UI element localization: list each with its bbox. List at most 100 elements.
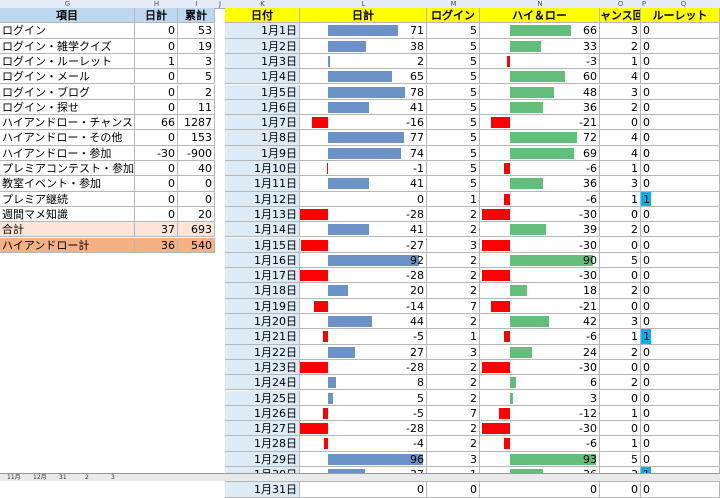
left-row-name[interactable]: プレミアコンテスト・参加 — [0, 161, 135, 177]
highlow-cell[interactable]: -3 — [480, 53, 600, 70]
highlow-cell[interactable]: 66 — [480, 23, 600, 39]
date-cell[interactable]: 1月23日 — [225, 359, 300, 376]
chance-cell[interactable]: 1 — [600, 191, 641, 207]
highlow-cell[interactable]: 24 — [480, 344, 600, 360]
login-cell[interactable]: 5 — [427, 23, 480, 39]
roulette-cell[interactable]: 1 — [641, 191, 720, 207]
highlow-cell[interactable]: 36 — [480, 99, 600, 116]
roulette-cell[interactable]: 0 — [641, 38, 720, 54]
left-row-name[interactable]: ハイアンドロー・チャンス — [0, 115, 135, 131]
right-header-roulette[interactable]: ルーレット — [641, 8, 720, 24]
daily-cell[interactable]: 0 — [300, 482, 427, 498]
date-cell[interactable]: 1月6日 — [225, 99, 300, 116]
daily-cell[interactable]: 41 — [300, 222, 427, 238]
date-cell[interactable]: 1月25日 — [225, 390, 300, 406]
login-cell[interactable]: 1 — [427, 329, 480, 345]
date-cell[interactable]: 1月14日 — [225, 222, 300, 238]
daily-cell[interactable]: 96 — [300, 451, 427, 467]
left-total-daily[interactable]: 37 — [135, 222, 178, 238]
left-row-total[interactable]: -900 — [178, 145, 215, 161]
daily-cell[interactable]: 20 — [300, 283, 427, 299]
date-cell[interactable]: 1月20日 — [225, 314, 300, 330]
left-row-total[interactable]: 153 — [178, 130, 215, 146]
date-cell[interactable]: 1月11日 — [225, 176, 300, 192]
left-row-total[interactable]: 5 — [178, 69, 215, 85]
login-cell[interactable]: 7 — [427, 405, 480, 422]
left-row-daily[interactable]: 0 — [135, 84, 178, 100]
chance-cell[interactable]: 0 — [600, 206, 641, 223]
roulette-cell[interactable]: 0 — [641, 314, 720, 330]
chance-cell[interactable]: 2 — [600, 38, 641, 54]
roulette-cell[interactable]: 0 — [641, 268, 720, 284]
highlow-cell[interactable]: 36 — [480, 176, 600, 192]
left-header-cumulative[interactable]: 累計 — [178, 8, 215, 24]
roulette-cell[interactable]: 0 — [641, 283, 720, 299]
left-row-daily[interactable]: 0 — [135, 176, 178, 192]
chance-cell[interactable]: 1 — [600, 436, 641, 452]
left-row-name[interactable]: ログイン・雑学クイズ — [0, 38, 135, 54]
login-cell[interactable]: 5 — [427, 115, 480, 131]
login-cell[interactable]: 2 — [427, 206, 480, 223]
roulette-cell[interactable]: 0 — [641, 53, 720, 70]
daily-cell[interactable]: 41 — [300, 176, 427, 192]
date-cell[interactable]: 1月29日 — [225, 451, 300, 467]
roulette-cell[interactable]: 0 — [641, 99, 720, 116]
left-total-name[interactable]: 合計 — [0, 222, 135, 238]
chance-cell[interactable]: 4 — [600, 145, 641, 161]
highlow-cell[interactable]: -21 — [480, 115, 600, 131]
highlow-cell[interactable]: -30 — [480, 268, 600, 284]
highlow-cell[interactable]: 39 — [480, 222, 600, 238]
chance-cell[interactable]: 3 — [600, 23, 641, 39]
chance-cell[interactable]: 2 — [600, 344, 641, 360]
date-cell[interactable]: 1月22日 — [225, 344, 300, 360]
chance-cell[interactable]: 0 — [600, 115, 641, 131]
chance-cell[interactable]: 2 — [600, 99, 641, 116]
left-row-name[interactable]: ログイン・ブログ — [0, 84, 135, 100]
daily-cell[interactable]: 27 — [300, 344, 427, 360]
daily-cell[interactable]: -28 — [300, 268, 427, 284]
chance-cell[interactable]: 3 — [600, 314, 641, 330]
daily-cell[interactable]: -27 — [300, 237, 427, 253]
highlow-cell[interactable]: -30 — [480, 359, 600, 376]
daily-cell[interactable]: 65 — [300, 69, 427, 85]
chance-cell[interactable]: 2 — [600, 375, 641, 391]
left-row-total[interactable]: 0 — [178, 176, 215, 192]
highlow-cell[interactable]: -30 — [480, 421, 600, 437]
sheet-tab[interactable]: 12月 — [33, 474, 47, 481]
highlow-cell[interactable]: -30 — [480, 237, 600, 253]
login-cell[interactable]: 2 — [427, 222, 480, 238]
date-cell[interactable]: 1月24日 — [225, 375, 300, 391]
roulette-cell[interactable]: 0 — [641, 359, 720, 376]
left-row-name[interactable]: ハイアンドロー・その他 — [0, 130, 135, 146]
roulette-cell[interactable]: 0 — [641, 344, 720, 360]
chance-cell[interactable]: 0 — [600, 237, 641, 253]
roulette-cell[interactable]: 0 — [641, 482, 720, 498]
login-cell[interactable]: 3 — [427, 237, 480, 253]
daily-cell[interactable]: 38 — [300, 38, 427, 54]
daily-cell[interactable]: -14 — [300, 298, 427, 314]
date-cell[interactable]: 1月9日 — [225, 145, 300, 161]
login-cell[interactable]: 5 — [427, 53, 480, 70]
roulette-cell[interactable]: 0 — [641, 405, 720, 422]
left-header-daily[interactable]: 日計 — [135, 8, 178, 24]
highlow-cell[interactable]: 48 — [480, 84, 600, 100]
roulette-cell[interactable]: 0 — [641, 206, 720, 223]
roulette-cell[interactable]: 0 — [641, 176, 720, 192]
chance-cell[interactable]: 5 — [600, 252, 641, 269]
highlow-cell[interactable]: 42 — [480, 314, 600, 330]
login-cell[interactable]: 2 — [427, 283, 480, 299]
chance-cell[interactable]: 1 — [600, 329, 641, 345]
highlow-cell[interactable]: -21 — [480, 298, 600, 314]
daily-cell[interactable]: 74 — [300, 145, 427, 161]
left-row-total[interactable]: 11 — [178, 99, 215, 116]
daily-cell[interactable]: -28 — [300, 206, 427, 223]
daily-cell[interactable]: 5 — [300, 390, 427, 406]
right-header-highlow[interactable]: ハイ＆ロー — [480, 8, 600, 24]
date-cell[interactable]: 1月16日 — [225, 252, 300, 269]
login-cell[interactable]: 2 — [427, 314, 480, 330]
daily-cell[interactable]: 41 — [300, 99, 427, 116]
chance-cell[interactable]: 0 — [600, 421, 641, 437]
sheet-tab[interactable]: 3 — [111, 474, 115, 481]
highlow-cell[interactable]: 3 — [480, 390, 600, 406]
highlow-cell[interactable]: -30 — [480, 206, 600, 223]
